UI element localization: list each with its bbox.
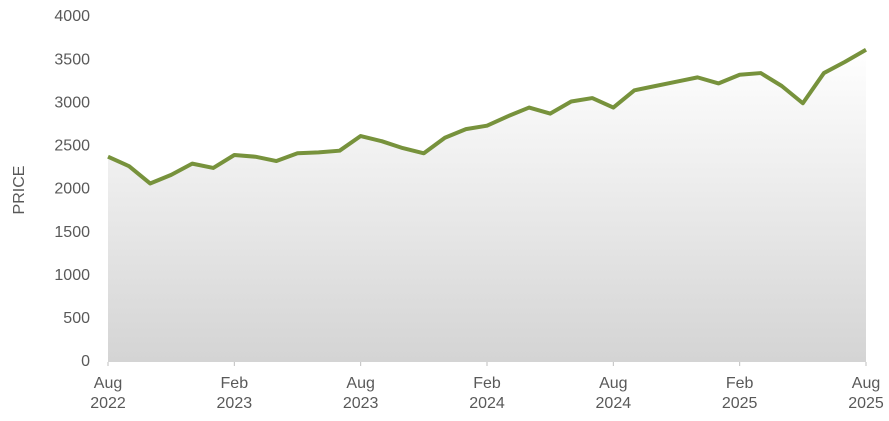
- y-tick-label: 2500: [54, 138, 90, 155]
- area-fill: [108, 49, 866, 363]
- x-tick-label: Aug 2025: [848, 375, 884, 412]
- y-tick-label: 1000: [54, 267, 90, 284]
- x-tick-label: Feb 2023: [216, 375, 253, 412]
- y-tick-label: 3000: [54, 94, 90, 111]
- x-tick-label: Aug 2022: [90, 375, 126, 412]
- y-tick-label: 0: [81, 353, 90, 370]
- y-tick-label: 500: [63, 310, 90, 327]
- x-tick-label: Aug 2023: [342, 375, 379, 412]
- y-axis-label: PRICE: [11, 166, 28, 215]
- x-tick-label: Aug 2024: [595, 375, 632, 412]
- y-tick-label: 3500: [54, 51, 90, 68]
- price-line: [107, 48, 867, 186]
- y-tick-label: 2000: [54, 181, 90, 198]
- x-tick-label: Feb 2025: [721, 375, 758, 412]
- y-tick-label: 4000: [54, 8, 90, 25]
- x-tick-label: Feb 2024: [469, 375, 505, 412]
- y-tick-label: 1500: [54, 224, 90, 241]
